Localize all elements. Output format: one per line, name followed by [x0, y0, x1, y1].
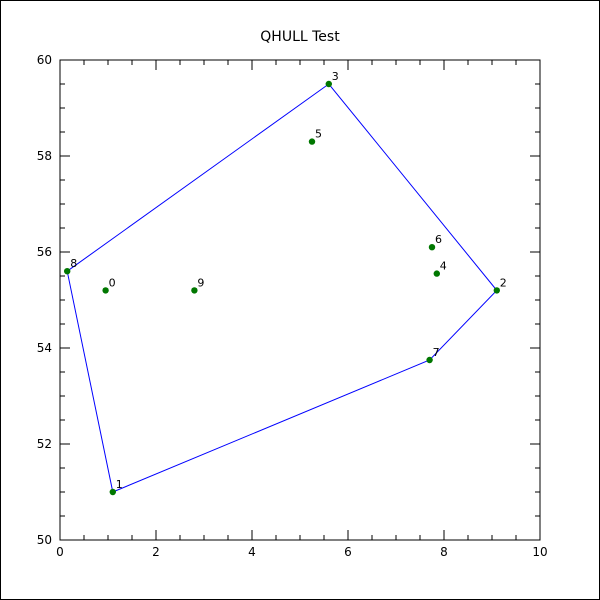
axis-ticks	[59, 59, 541, 541]
data-point-label-8: 8	[70, 257, 77, 270]
data-point-1	[109, 488, 117, 496]
data-point-5	[308, 138, 316, 145]
data-point-3	[325, 80, 332, 88]
chart-title: QHULL Test	[260, 29, 340, 45]
data-points	[63, 80, 500, 496]
x-tick-label: 8	[440, 545, 448, 559]
y-tick-label: 52	[37, 437, 52, 451]
x-tick-label: 6	[344, 545, 352, 559]
x-tick-label: 2	[152, 545, 160, 559]
y-tick-label: 56	[37, 245, 52, 259]
data-point-label-6: 6	[435, 233, 442, 246]
plot-frame	[59, 59, 541, 541]
data-point-label-5: 5	[315, 128, 322, 141]
data-point-6	[428, 244, 436, 251]
data-point-label-2: 2	[500, 276, 507, 289]
x-tick-label: 0	[56, 545, 64, 559]
data-point-label-7: 7	[433, 346, 440, 359]
data-point-7	[426, 356, 433, 364]
convex-hull	[66, 83, 498, 493]
data-point-label-9: 9	[197, 276, 204, 289]
data-point-9	[191, 287, 198, 294]
point-labels: 0 1 2 3 4 5 6 7 8 9	[70, 70, 507, 491]
data-point-label-1: 1	[116, 478, 123, 491]
data-point-label-0: 0	[109, 276, 116, 289]
data-point-0	[102, 287, 109, 294]
data-point-8	[63, 268, 71, 275]
data-point-2	[493, 287, 500, 294]
data-point-4	[433, 270, 440, 277]
y-tick-label: 60	[37, 53, 52, 67]
x-tick-label: 10	[532, 545, 547, 559]
y-tick-label: 54	[37, 341, 52, 355]
y-tick-label: 58	[37, 149, 52, 163]
hull-line	[66, 83, 498, 493]
y-tick-label: 50	[37, 533, 52, 547]
data-point-label-3: 3	[332, 70, 339, 83]
data-point-label-4: 4	[440, 260, 447, 273]
x-tick-label: 4	[248, 545, 256, 559]
